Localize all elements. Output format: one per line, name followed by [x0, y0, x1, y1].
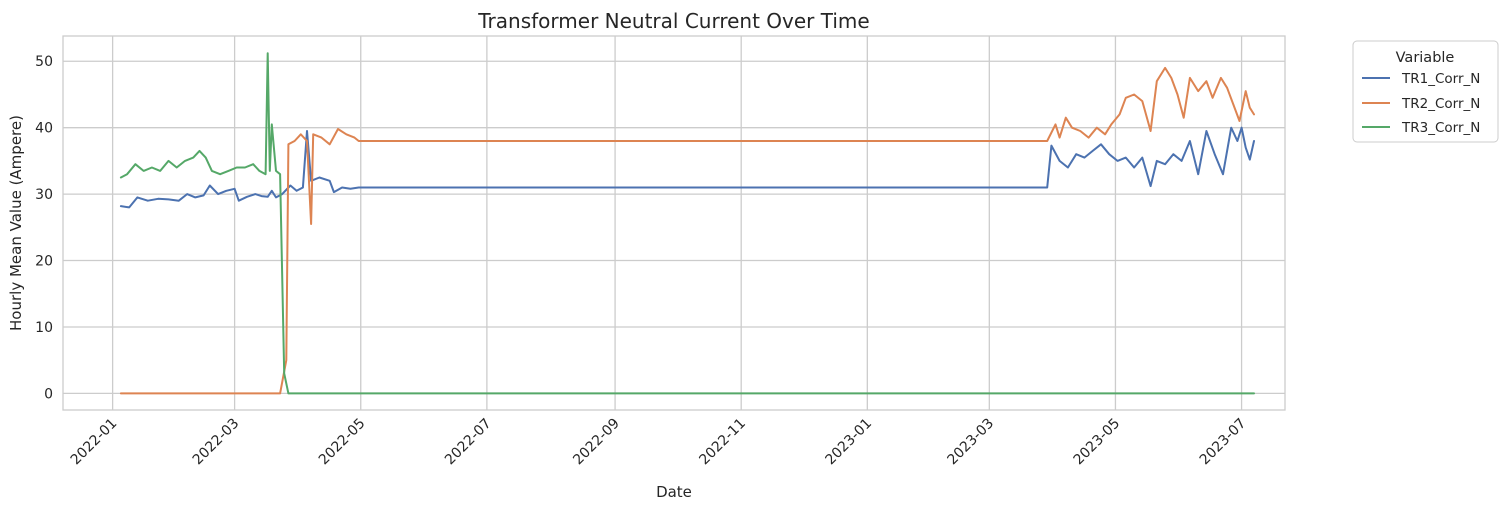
- chart-title: Transformer Neutral Current Over Time: [477, 9, 869, 33]
- x-axis-label: Date: [656, 483, 692, 501]
- plot-frame: [62, 35, 1286, 411]
- legend-label-tr2: TR2_Corr_N: [1401, 96, 1480, 112]
- y-tick-label: 50: [35, 54, 53, 70]
- series-line-tr3: [119, 52, 1255, 395]
- legend-title: Variable: [1396, 50, 1455, 66]
- legend-label-tr1: TR1_Corr_N: [1401, 71, 1480, 87]
- y-axis-label: Hourly Mean Value (Ampere): [7, 115, 25, 331]
- y-tick-label: 40: [35, 121, 53, 137]
- y-tick-labels: 0 10 20 30 40 50: [35, 54, 53, 402]
- series-lines: [119, 52, 1255, 395]
- series-line-tr2: [119, 66, 1255, 395]
- legend: Variable TR1_Corr_N TR2_Corr_N TR3_Corr_…: [1352, 40, 1499, 143]
- legend-box: [1352, 40, 1499, 143]
- y-tick-label: 10: [35, 320, 53, 336]
- y-tick-label: 20: [35, 254, 53, 270]
- gridlines: [63, 36, 1285, 410]
- series-line-tr1: [119, 126, 1255, 209]
- y-tick-label: 30: [35, 187, 53, 203]
- y-tick-label: 0: [44, 386, 53, 402]
- legend-label-tr3: TR3_Corr_N: [1401, 120, 1480, 136]
